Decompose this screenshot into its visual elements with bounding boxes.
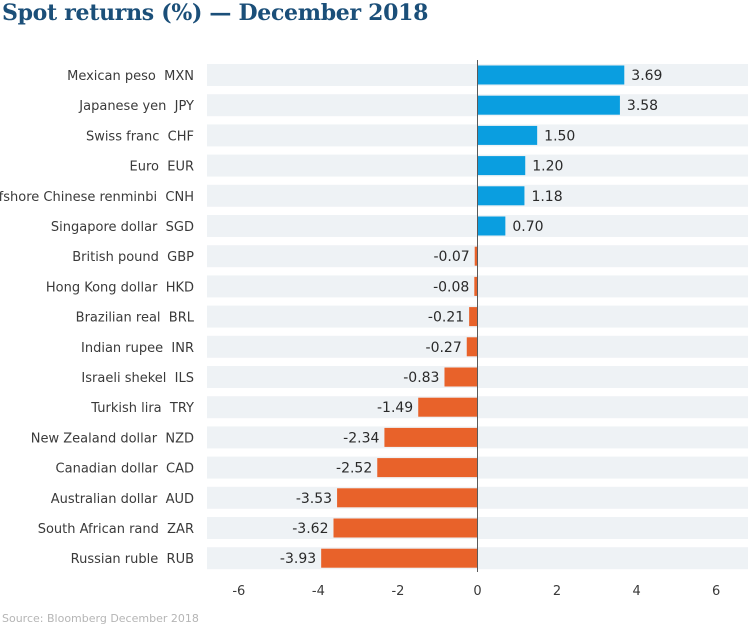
category-code: JPY (174, 99, 194, 114)
value-label: 3.58 (627, 98, 658, 114)
category-code: RUB (167, 552, 194, 567)
bar (477, 186, 525, 206)
x-tick-label: -6 (232, 584, 245, 599)
category-name: Australian dollar (51, 492, 166, 507)
value-label: 0.70 (512, 219, 543, 235)
value-label: 1.18 (531, 189, 562, 205)
value-label: 3.69 (631, 68, 662, 84)
category-label: Japanese yen JPY (78, 99, 194, 114)
category-name: New Zealand dollar (31, 431, 166, 446)
category-code: AUD (166, 492, 194, 507)
category-code: CNH (165, 190, 194, 205)
category-name: Israeli shekel (81, 371, 174, 386)
category-name: Turkish lira (90, 401, 170, 416)
value-label: -3.62 (292, 521, 328, 537)
bar (477, 95, 620, 115)
category-code: HKD (166, 280, 194, 295)
category-code: TRY (169, 401, 194, 416)
x-tick-label: 4 (632, 584, 640, 599)
value-label: -0.83 (403, 370, 439, 386)
category-name: Indian rupee (81, 341, 171, 356)
value-label: 1.20 (532, 159, 563, 175)
x-tick-label: -2 (391, 584, 404, 599)
category-label: Euro EUR (130, 160, 195, 175)
x-tick-label: 0 (473, 584, 481, 599)
category-name: Brazilian real (76, 311, 169, 326)
category-label: Offshore Chinese renminbi CNH (0, 190, 194, 205)
category-code: CHF (168, 129, 194, 144)
category-name: Singapore dollar (51, 220, 166, 235)
category-name: Swiss franc (86, 129, 168, 144)
bar (477, 65, 625, 85)
category-label: Israeli shekel ILS (81, 371, 194, 386)
category-code: NZD (165, 431, 194, 446)
category-label: Mexican peso MXN (67, 69, 194, 84)
category-name: Japanese yen (78, 99, 174, 114)
category-label: British pound GBP (72, 250, 194, 265)
category-code: CAD (166, 462, 194, 477)
bar (377, 458, 478, 478)
source-note: Source: Bloomberg December 2018 (2, 612, 199, 625)
x-tick-label: 6 (712, 584, 720, 599)
category-label: Turkish lira TRY (90, 401, 194, 416)
value-label: -3.53 (296, 491, 332, 507)
category-name: Offshore Chinese renminbi (0, 190, 165, 205)
bar (474, 276, 478, 296)
category-code: INR (171, 341, 194, 356)
category-name: British pound (72, 250, 167, 265)
x-tick-label: 2 (553, 584, 561, 599)
category-code: ILS (175, 371, 194, 386)
category-label: Hong Kong dollar HKD (46, 280, 194, 295)
bar (384, 427, 478, 447)
category-label: Australian dollar AUD (51, 492, 194, 507)
bar (466, 337, 478, 357)
bar (444, 367, 478, 387)
category-label: Brazilian real BRL (76, 311, 195, 326)
bar (337, 488, 478, 508)
category-code: ZAR (167, 522, 194, 537)
value-label: -1.49 (377, 400, 413, 416)
bar (477, 156, 526, 176)
bar (418, 397, 478, 417)
bar (321, 548, 478, 568)
category-code: SGD (166, 220, 194, 235)
value-label: -2.34 (343, 430, 379, 446)
value-label: -0.08 (433, 279, 469, 295)
category-label: South African rand ZAR (38, 522, 194, 537)
value-label: -2.52 (336, 461, 372, 477)
category-code: EUR (167, 160, 194, 175)
bar (474, 246, 478, 266)
value-label: -0.21 (428, 310, 464, 326)
category-name: Russian ruble (71, 552, 167, 567)
category-label: Russian ruble RUB (71, 552, 194, 567)
category-label: Canadian dollar CAD (56, 462, 194, 477)
bar (469, 307, 478, 327)
category-name: Euro (130, 160, 168, 175)
category-label: Singapore dollar SGD (51, 220, 194, 235)
x-tick-label: -4 (312, 584, 325, 599)
value-label: -3.93 (280, 551, 316, 567)
category-code: GBP (167, 250, 194, 265)
value-label: -0.07 (433, 249, 469, 265)
value-label: 1.50 (544, 128, 575, 144)
category-name: Canadian dollar (56, 462, 166, 477)
category-label: New Zealand dollar NZD (31, 431, 194, 446)
category-name: Mexican peso (67, 69, 164, 84)
bar (477, 216, 506, 236)
bar (333, 518, 478, 538)
chart-title: Spot returns (%) — December 2018 (2, 0, 429, 26)
category-label: Indian rupee INR (81, 341, 194, 356)
category-code: MXN (164, 69, 194, 84)
value-label: -0.27 (426, 340, 462, 356)
category-code: BRL (169, 311, 195, 326)
category-name: South African rand (38, 522, 167, 537)
category-name: Hong Kong dollar (46, 280, 166, 295)
bar (477, 125, 538, 145)
category-label: Swiss franc CHF (86, 129, 194, 144)
